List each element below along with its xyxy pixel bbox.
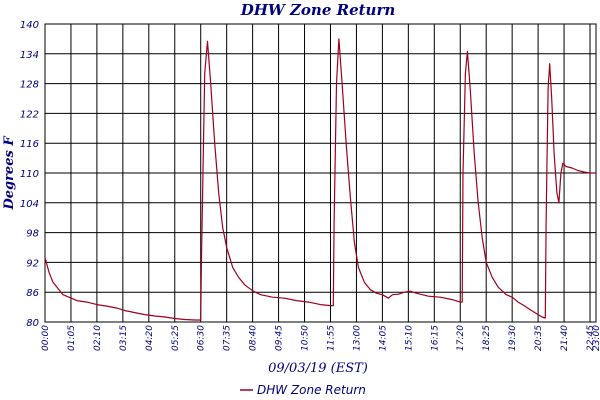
legend: DHW Zone Return <box>240 383 366 397</box>
series-line-dhw-zone-return <box>44 38 596 321</box>
series-layer <box>44 38 596 321</box>
x-tick-label: 21:40 <box>560 325 570 351</box>
y-tick-label: 122 <box>20 109 39 120</box>
x-tick-label: 02:10 <box>93 325 103 351</box>
y-tick-label: 98 <box>26 229 39 240</box>
y-tick-label: 110 <box>20 169 39 180</box>
x-tick-label: 15:10 <box>404 325 414 351</box>
chart-title: DHW Zone Return <box>240 1 396 19</box>
x-tick-label: 14:05 <box>378 325 388 351</box>
y-tick-label: 128 <box>20 80 39 91</box>
x-tick-label: 18:25 <box>482 325 492 351</box>
y-tick-label: 92 <box>26 258 39 269</box>
y-tick-label: 80 <box>26 318 39 329</box>
y-tick-label: 104 <box>20 199 39 210</box>
x-tick-label: 08:40 <box>249 325 259 351</box>
y-tick-label: 140 <box>20 20 39 31</box>
x-tick-label: 09:45 <box>275 325 285 351</box>
y-tick-label: 134 <box>20 50 39 61</box>
x-tick-label: 11:55 <box>326 325 336 351</box>
x-tick-label: 07:35 <box>223 325 233 351</box>
x-tick-label: 10:50 <box>301 325 311 351</box>
x-tick-label: 06:30 <box>197 325 207 351</box>
x-tick-label: 16:15 <box>430 325 440 351</box>
x-tick-label: 03:15 <box>119 325 129 351</box>
legend-label: DHW Zone Return <box>257 383 366 397</box>
y-tick-label: 116 <box>20 139 39 150</box>
x-tick-label: 20:35 <box>534 325 544 351</box>
x-tick-label: 04:20 <box>145 325 155 351</box>
x-tick-label: 17:20 <box>456 325 466 351</box>
x-tick-label: 00:00 <box>41 325 51 351</box>
x-tick-label: 19:30 <box>508 325 518 351</box>
x-tick-labels: 00:00 01:05 02:10 03:15 04:20 05:25 06:30 07:35… <box>41 325 600 351</box>
y-tick-label: 86 <box>26 288 39 299</box>
x-tick-label: 23:00 <box>592 325 600 351</box>
x-tick-label: 05:25 <box>171 325 181 351</box>
y-tick-labels: 80 86 92 98 104 110 116 122 128 134 140 <box>20 20 39 329</box>
x-tick-label: 22:45 <box>586 325 596 351</box>
x-tick-label: 01:05 <box>67 325 77 351</box>
y-axis-label: Degrees F <box>2 136 17 211</box>
x-tick-label: 13:00 <box>352 325 362 351</box>
x-axis-label: 09/03/19 (EST) <box>268 361 368 376</box>
